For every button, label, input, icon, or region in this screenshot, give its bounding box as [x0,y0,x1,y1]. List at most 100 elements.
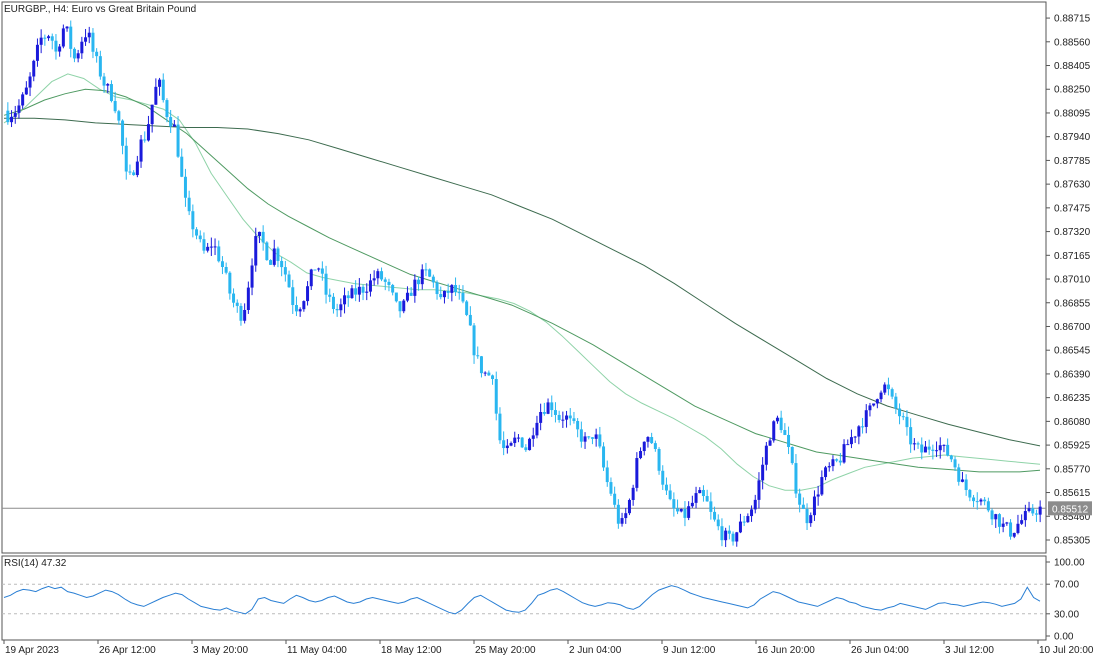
price-tick-label: 0.87320 [1054,227,1091,238]
price-tick-label: 0.85770 [1054,464,1091,475]
main-plot-area[interactable] [1,1,1047,641]
candle-body [738,521,742,533]
candle-body [550,402,554,411]
candle-body [498,413,502,441]
time-tick-label: 26 Jun 04:00 [851,645,909,656]
candle-body [505,445,509,449]
time-axis: 19 Apr 2023 26 Apr 12:00 3 May 20:00 11 May… [3,640,1094,656]
candle-body [698,489,702,494]
candle-body [176,124,180,157]
candle-body [690,502,694,507]
candle-body [220,261,224,267]
candle-body [298,309,302,312]
candle-body [994,514,998,520]
candle-body [849,437,853,445]
candle-body [1023,511,1027,521]
candle-body [246,287,250,310]
candle-body [931,449,935,451]
candle-body [132,172,136,176]
candle-body [287,274,291,288]
candle-body [417,279,421,285]
candle-body [442,290,446,298]
candle-body [946,444,950,456]
candle-body [531,435,535,439]
price-tick-label: 0.85615 [1054,488,1091,499]
candle-body [324,273,328,295]
candle-body [664,484,668,491]
candle-body [894,396,898,409]
candle-body [524,447,528,451]
chart-title: EURGBP., H4: Euro vs Great Britain Pound [4,4,196,15]
price-tick-label: 0.88560 [1054,37,1091,48]
candle-body [98,56,102,77]
candle-body [701,489,705,497]
candle-body [54,40,58,52]
candle-body [842,444,846,463]
candle-body [960,479,964,482]
candle-body [494,379,498,414]
candle-body [1031,508,1035,514]
candle-body [694,493,698,503]
candle-body [365,291,369,293]
candle-body [705,496,709,502]
rsi-tick-label: 70.00 [1054,580,1079,591]
candle-body [483,372,487,374]
candle-body [909,427,913,445]
candle-body [405,292,409,301]
candle-body [80,41,84,54]
rsi-line [3,585,1041,615]
candle-body [631,487,635,500]
candle-body [243,309,247,321]
candle-body [69,26,73,49]
candle-body [206,246,210,251]
candle-body [47,36,51,39]
candle-body [491,375,495,380]
candle-body [76,53,80,59]
candle-body [657,448,661,471]
candle-body [679,508,683,512]
candle-body [576,421,580,430]
candle-body [642,441,646,452]
candle-body [21,94,25,106]
candle-body [195,229,199,236]
candle-body [561,419,565,421]
candle-body [261,231,265,243]
candle-body [886,384,890,390]
candle-body [783,430,787,435]
ma-mid-line [3,88,1041,473]
candle-body [150,104,154,125]
candle-body [24,87,28,95]
candle-body [627,499,631,514]
candle-body [35,44,39,61]
candle-body [872,403,876,406]
price-tick-label: 0.88095 [1054,108,1091,119]
candle-body [343,295,347,305]
candle-body [616,504,620,524]
candle-body [1009,522,1013,537]
candle-body [861,426,865,428]
time-tick-label: 10 Jul 20:00 [1039,645,1094,656]
time-tick-label: 2 Jun 04:00 [569,645,622,656]
candle-body [128,171,132,173]
candle-body [661,470,665,485]
candle-body [724,530,728,541]
candle-body [568,415,572,419]
time-tick-label: 25 May 20:00 [475,645,536,656]
candle-body [328,294,332,297]
candle-body [387,281,391,285]
candle-body [113,101,117,112]
candle-body [646,437,650,442]
candle-body [905,416,909,428]
price-tick-label: 0.86235 [1054,393,1091,404]
candle-body [313,269,317,271]
candle-body [602,446,606,468]
candle-body [972,497,976,502]
time-tick-label: 9 Jun 12:00 [663,645,716,656]
candle-body [672,499,676,509]
candle-body [187,197,191,212]
candle-body [938,445,942,451]
main-plot-frame [1,1,1047,554]
candle-body [528,438,532,451]
